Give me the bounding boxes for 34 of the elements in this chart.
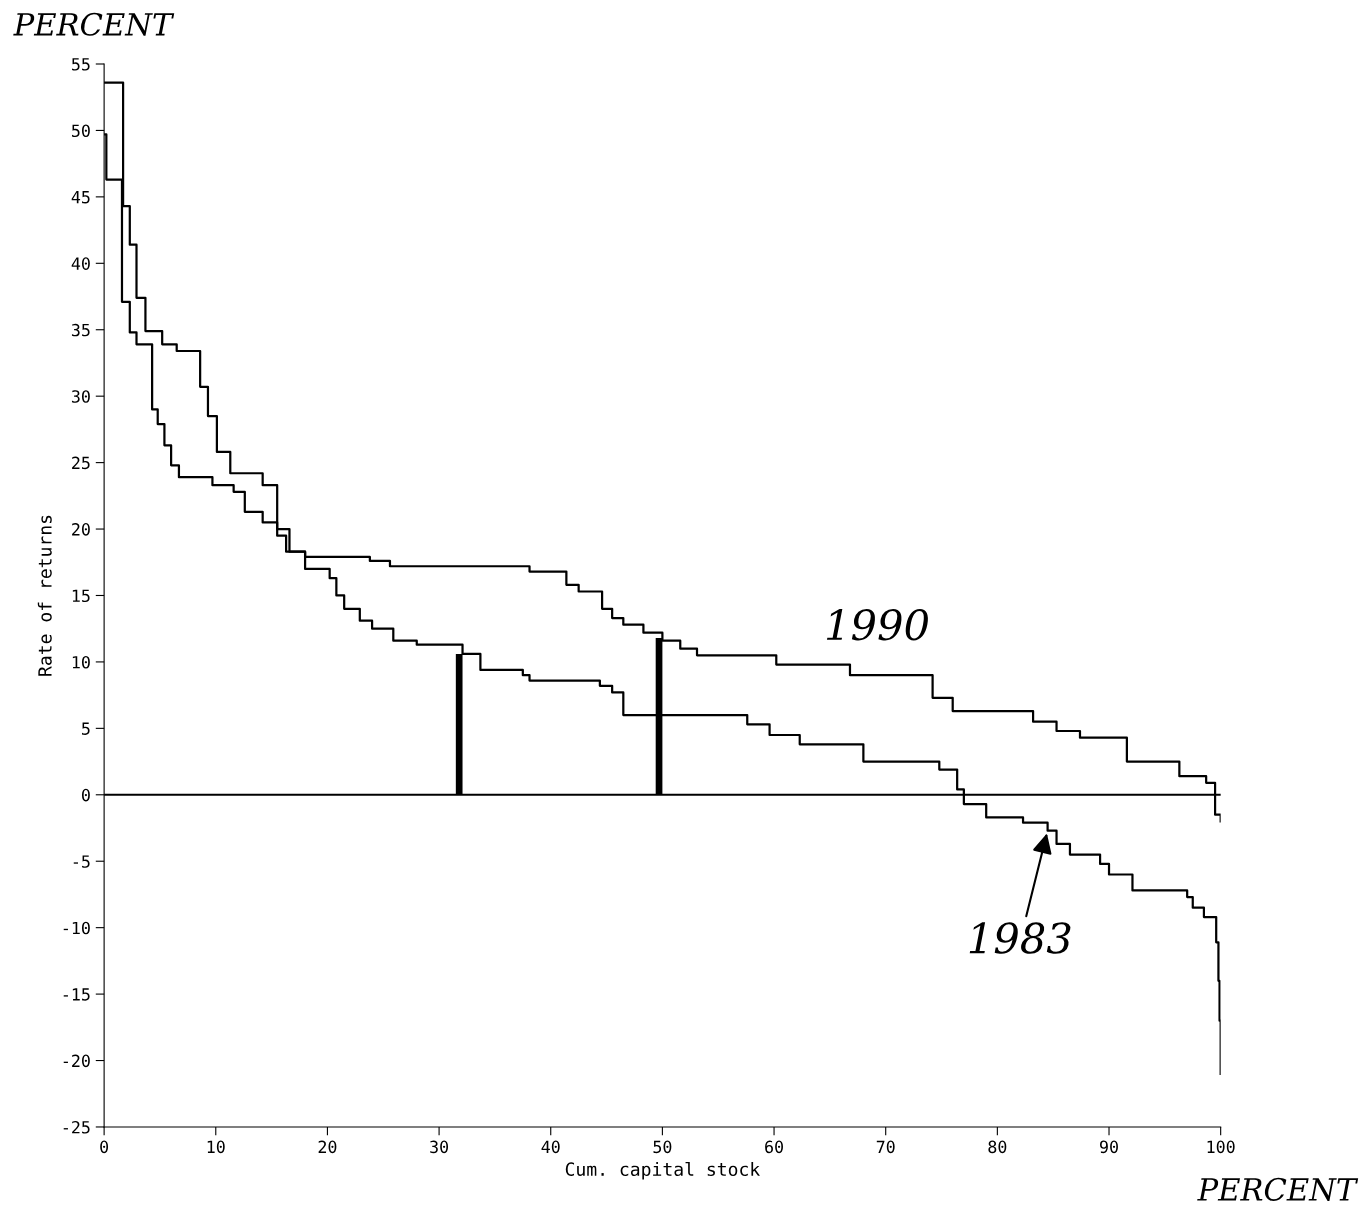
y-tick-label: 40 <box>71 257 90 270</box>
y-tick-label: 15 <box>72 589 90 603</box>
text: PERCENT <box>1197 1177 1359 1201</box>
y-tick-label: 10 <box>72 655 90 669</box>
legend-label: 1983 <box>969 922 1071 954</box>
y-tick-label: -15 <box>63 988 90 1001</box>
x-tick-label: 0 <box>100 1140 109 1154</box>
y-tick-label: 50 <box>72 124 90 138</box>
y-tick-label: 45 <box>71 191 90 204</box>
x-tick-label: 30 <box>430 1140 449 1154</box>
x-tick-label: 100 <box>1207 1140 1235 1154</box>
y-tick-label: 5 <box>82 722 90 735</box>
x-tick-label: 80 <box>988 1140 1007 1154</box>
x-tick-label: 40 <box>541 1140 560 1154</box>
y-tick-label: 55 <box>72 58 90 71</box>
y-tick-label: -5 <box>73 855 90 868</box>
x-tick-label: 60 <box>765 1140 783 1154</box>
x-tick-label: 50 <box>653 1140 672 1154</box>
y-tick-label: 20 <box>72 523 90 536</box>
y-tick-label: -20 <box>63 1054 90 1068</box>
x-tick-label: 70 <box>876 1140 895 1154</box>
x-tick-label: 10 <box>207 1140 225 1154</box>
y-tick-label: 0 <box>81 788 90 802</box>
x-axis-title: Cum. capital stock <box>565 1161 760 1180</box>
y-axis-title: Rate of returns <box>37 515 52 676</box>
y-tick-label: -10 <box>63 921 90 935</box>
y-tick-label: 25 <box>72 456 90 470</box>
text: PERCENT <box>13 12 175 36</box>
y-tick-label: 35 <box>71 323 90 337</box>
series-label: 1990 <box>826 608 928 641</box>
y-tick-label: -25 <box>63 1120 90 1134</box>
y-tick-label: 30 <box>71 390 90 403</box>
x-tick-label: 20 <box>318 1140 337 1154</box>
x-tick-label: 90 <box>1100 1140 1118 1154</box>
